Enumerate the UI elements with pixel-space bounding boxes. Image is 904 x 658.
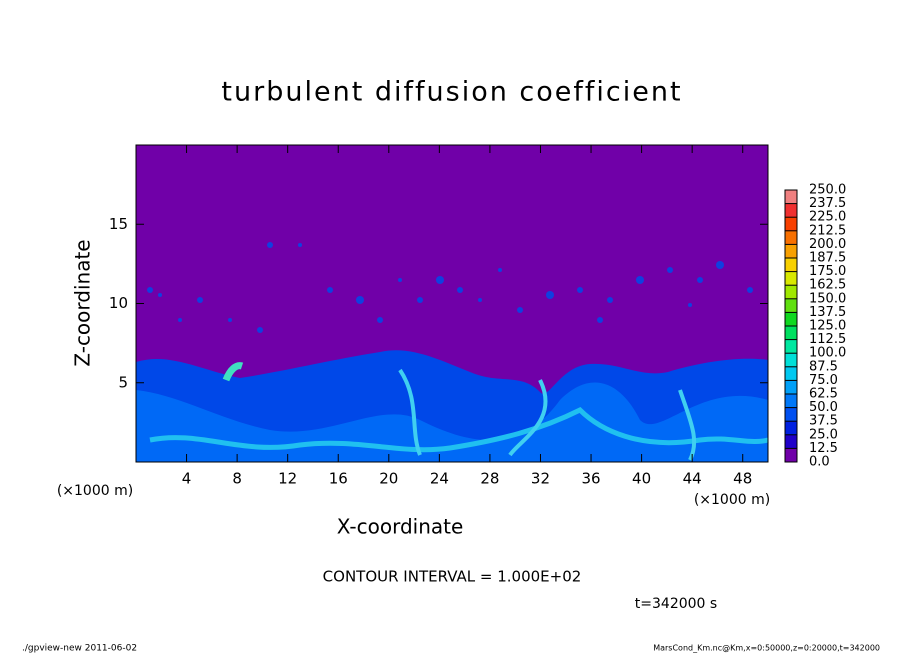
colorbar-bin — [785, 285, 797, 299]
colorbar-bin — [785, 394, 797, 408]
colorbar-label: 150.0 — [809, 291, 846, 306]
time-note: t=342000 s — [635, 596, 717, 612]
colorbar-label: 25.0 — [809, 427, 838, 442]
footer-left: ./gpview-new 2011-06-02 — [22, 644, 137, 654]
colorbar-label: 237.5 — [809, 196, 846, 211]
colorbar-bin — [785, 380, 797, 394]
colorbar-bin — [785, 421, 797, 435]
y-unit-label: (×1000 m) — [57, 483, 133, 499]
colorbar-bin — [785, 203, 797, 218]
colorbar-label: 50.0 — [809, 400, 838, 415]
footer-right: MarsCond_Km.nc@Km,x=0:50000,z=0:20000,t=… — [653, 644, 880, 653]
contour-note: CONTOUR INTERVAL = 1.000E+02 — [323, 568, 582, 586]
x-tick-label: 48 — [733, 470, 752, 488]
colorbar-label: 225.0 — [809, 210, 846, 225]
x-tick-label: 24 — [430, 470, 449, 488]
x-tick-label: 16 — [329, 470, 348, 488]
colorbar-bin — [785, 339, 797, 354]
x-tick-label: 28 — [480, 470, 499, 488]
field-speckles — [147, 242, 753, 333]
colorbar-label: 175.0 — [809, 264, 846, 279]
field-inner-layer — [136, 382, 768, 462]
colorbar-bin — [785, 353, 797, 367]
colorbar-label: 187.5 — [809, 251, 846, 266]
field-streak — [149, 406, 769, 453]
x-unit-label: (×1000 m) — [694, 492, 770, 508]
colorbar-bin — [785, 244, 797, 258]
x-axis-label: X-coordinate — [337, 515, 464, 539]
x-tick-label: 36 — [581, 470, 600, 488]
colorbar-label: 75.0 — [809, 373, 838, 388]
colorbar-label: 200.0 — [809, 237, 846, 252]
colorbar-label: 112.5 — [809, 332, 846, 347]
x-tick-label: 40 — [632, 470, 651, 488]
colorbar-bin — [785, 190, 797, 204]
colorbar-bin — [785, 258, 797, 272]
y-tick-label: 10 — [109, 294, 128, 312]
y-tick-label: 5 — [118, 373, 128, 391]
colorbar-label: 250.0 — [809, 183, 846, 198]
colorbar-label: 137.5 — [809, 305, 846, 320]
colorbar-bin — [785, 448, 797, 462]
colorbar-bin — [785, 230, 797, 245]
colorbar-bin — [785, 366, 797, 381]
field-blob — [222, 362, 244, 382]
colorbar-label: 162.5 — [809, 278, 846, 293]
x-tick-label: 20 — [379, 470, 398, 488]
x-tick-label: 8 — [232, 470, 242, 488]
colorbar-label: 87.5 — [809, 359, 838, 374]
colorbar-label: 0.0 — [809, 455, 830, 470]
x-tick-label: 12 — [278, 470, 297, 488]
colorbar-label: 62.5 — [809, 387, 838, 402]
colorbar-bin — [785, 271, 797, 286]
colorbar-label: 100.0 — [809, 346, 846, 361]
colorbar-bin — [785, 434, 797, 449]
x-tick-label: 44 — [683, 470, 702, 488]
colorbar-label: 12.5 — [809, 441, 838, 456]
y-axis-label: Z-coordinate — [71, 239, 95, 366]
colorbar-label: 125.0 — [809, 319, 846, 334]
chart-title: turbulent diffusion coefficient — [221, 77, 682, 108]
colorbar-bin — [785, 407, 797, 422]
x-tick-label: 4 — [182, 470, 192, 488]
y-tick-label: 15 — [109, 215, 128, 233]
colorbar-bin — [785, 326, 797, 340]
colorbar-bin — [785, 298, 797, 313]
field — [136, 145, 769, 462]
colorbar-bin — [785, 312, 797, 326]
colorbar-bin — [785, 217, 797, 231]
colorbar-label: 37.5 — [809, 414, 838, 429]
x-tick-label: 32 — [531, 470, 550, 488]
colorbar-label: 212.5 — [809, 223, 846, 238]
